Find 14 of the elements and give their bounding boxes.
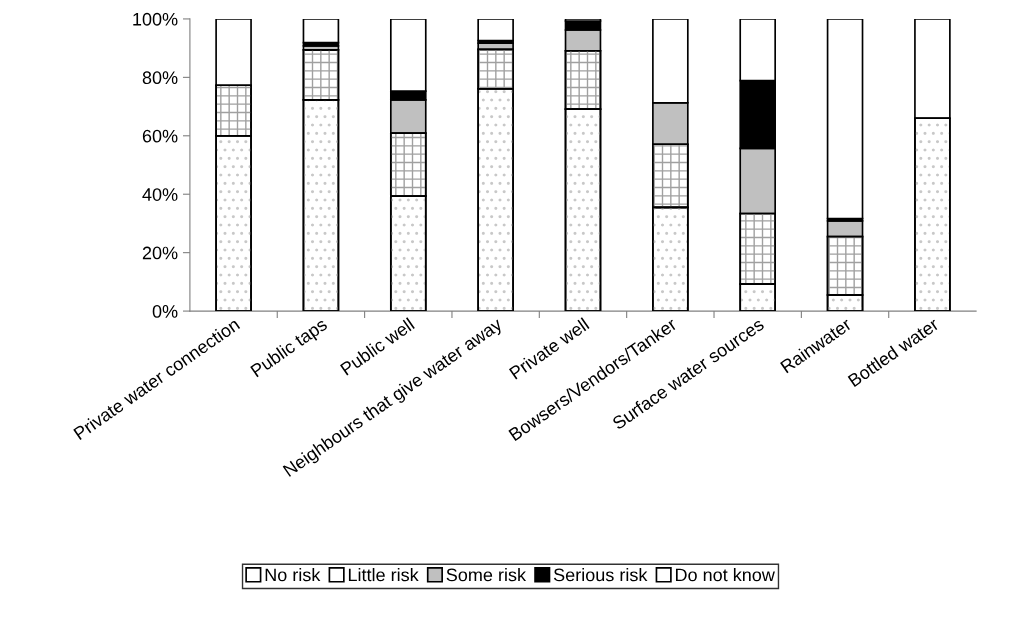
- legend-label: Some risk: [446, 568, 527, 582]
- bar: [302, 18, 340, 44]
- y-tick-label: 60%: [142, 129, 178, 143]
- y-tick-label: 80%: [142, 71, 178, 85]
- legend-label: No risk: [265, 568, 321, 582]
- y-tick-label: 40%: [142, 188, 178, 201]
- y-tick-label: 100%: [133, 12, 178, 26]
- bar: [826, 18, 864, 220]
- y-tick-label: 0%: [152, 305, 178, 318]
- bar: [477, 18, 514, 42]
- legend-label: Serious risk: [553, 568, 648, 582]
- y-tick-label: 20%: [142, 246, 178, 260]
- legend-label: Little risk: [348, 568, 419, 582]
- legend-label: Do not know: [675, 568, 775, 582]
